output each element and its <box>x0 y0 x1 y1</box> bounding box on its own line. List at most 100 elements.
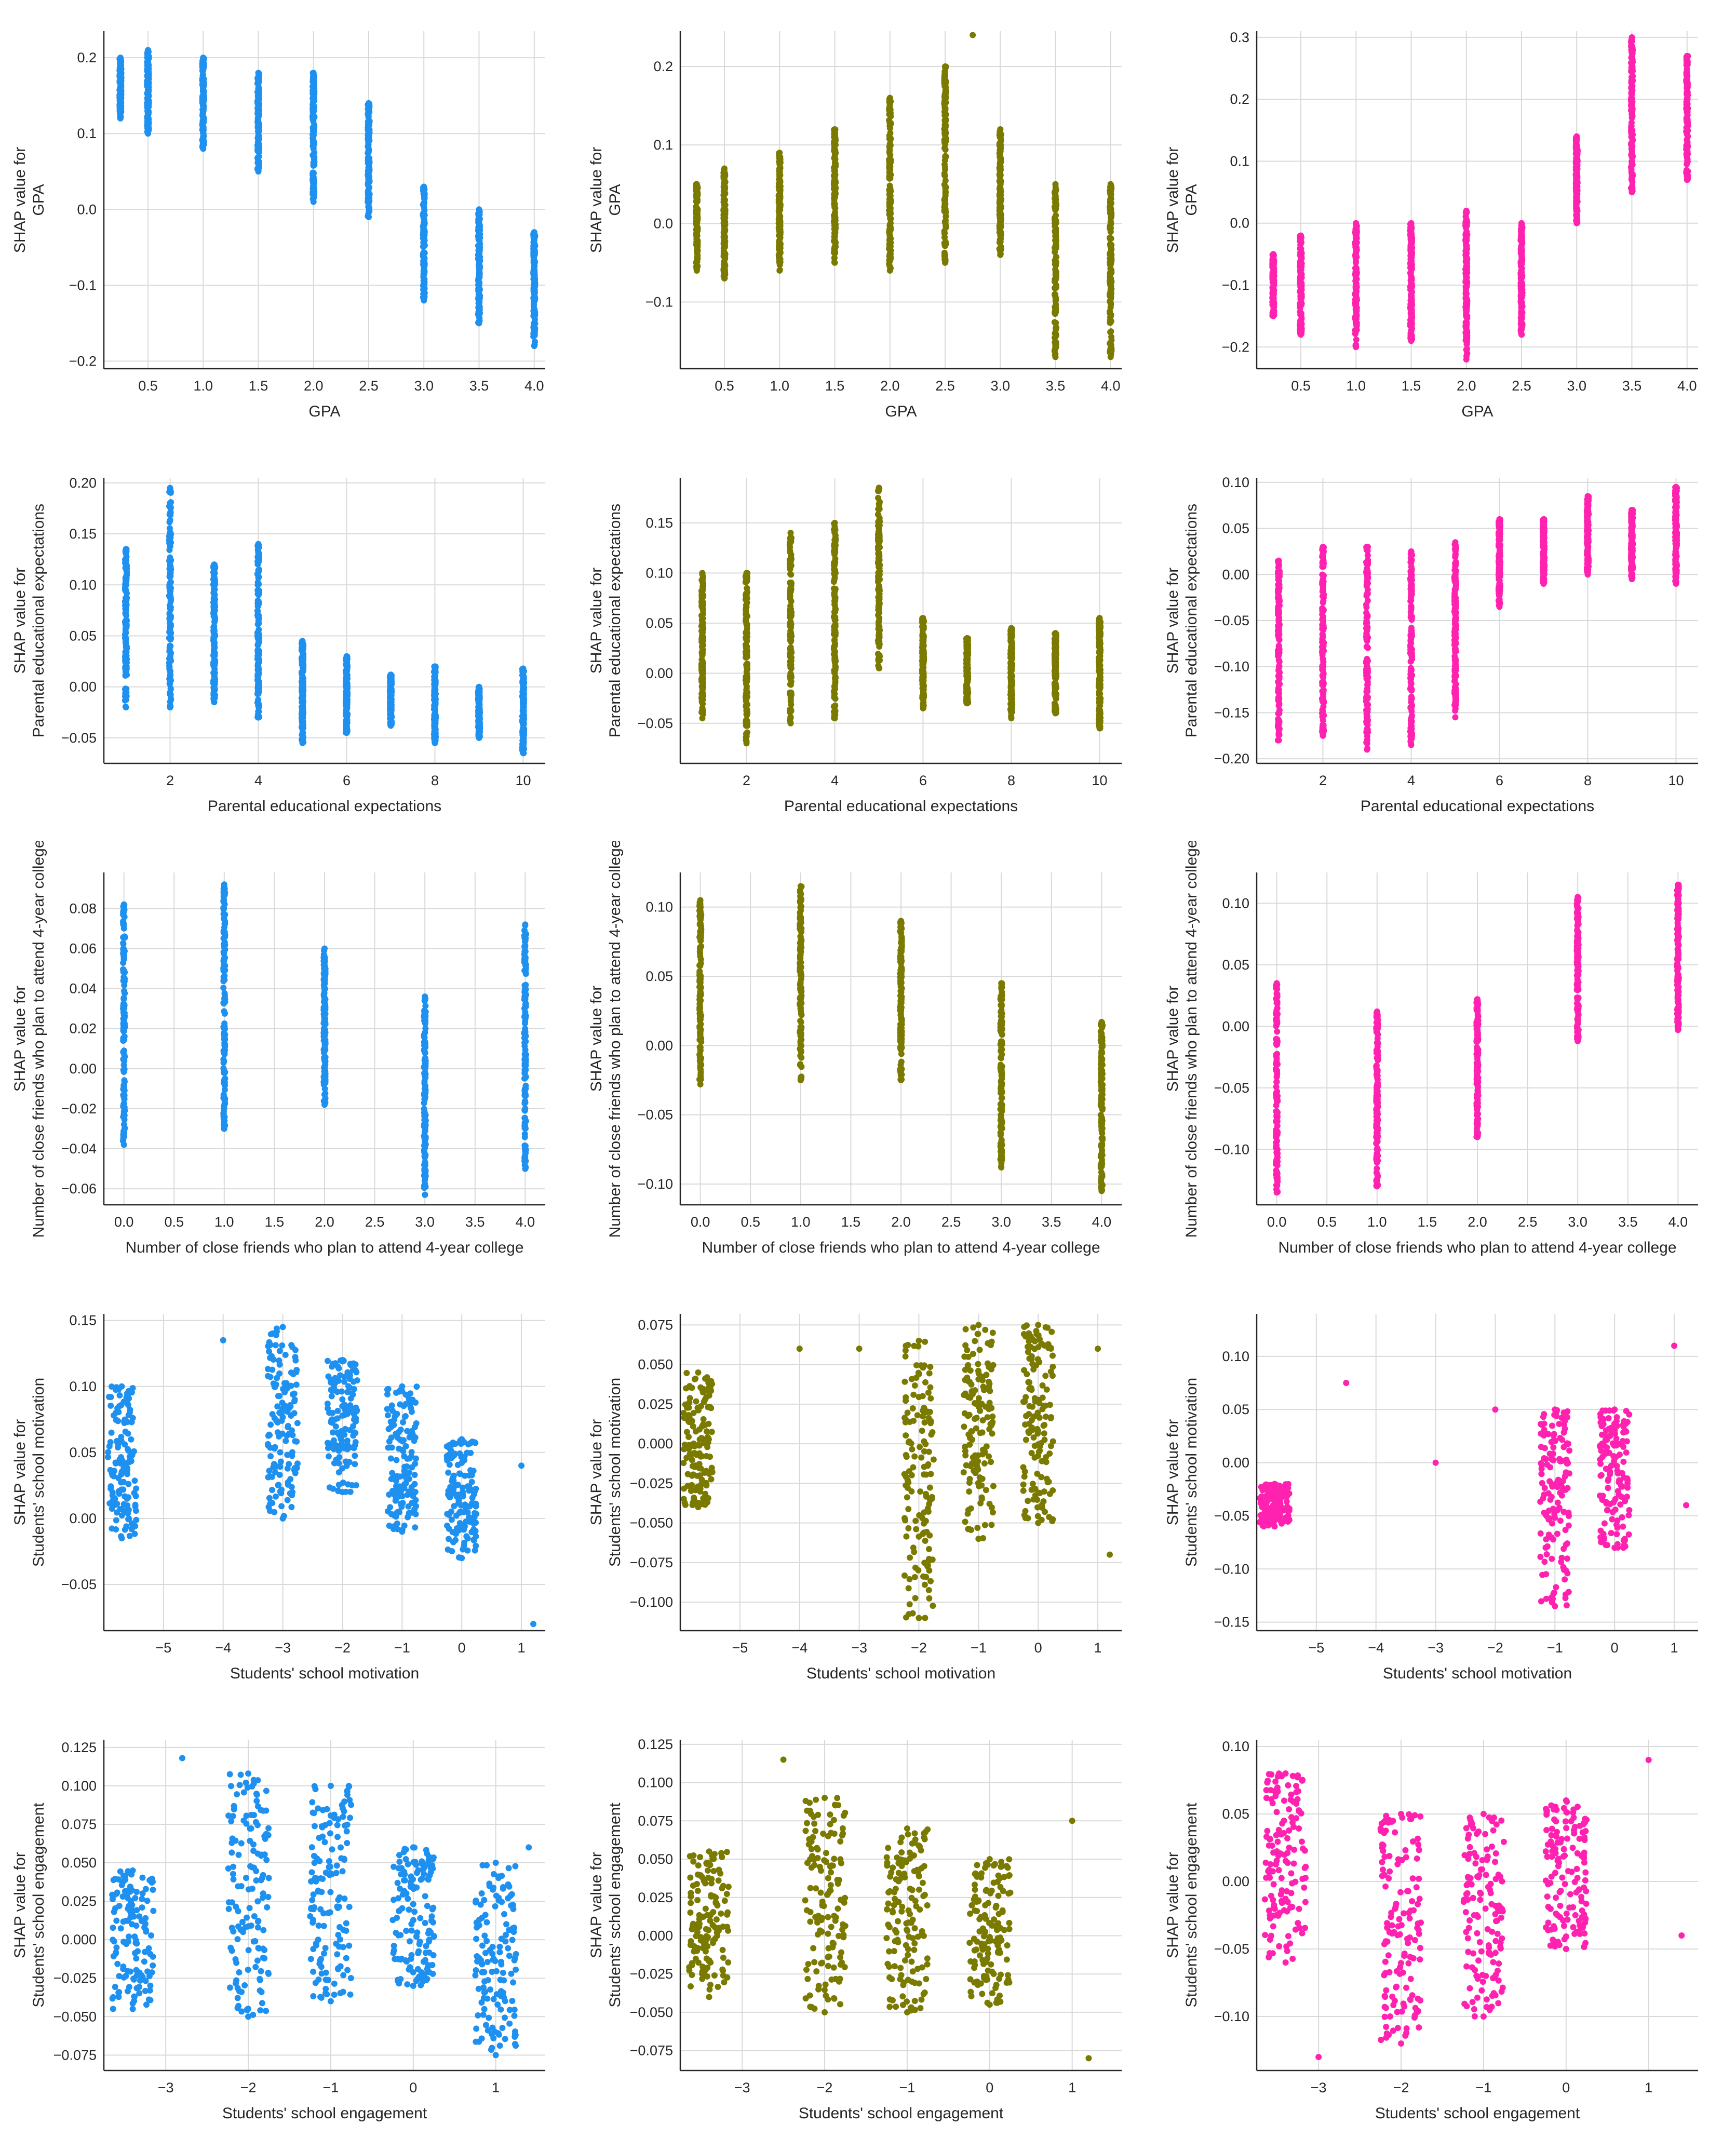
data-point <box>365 137 371 143</box>
data-point <box>1298 273 1304 279</box>
data-point <box>365 122 371 128</box>
data-point <box>1052 278 1058 285</box>
data-point <box>997 167 1003 173</box>
scatter-series <box>122 485 527 757</box>
data-point <box>1684 137 1690 143</box>
data-point <box>311 108 317 114</box>
data-point <box>199 144 206 150</box>
x-tick-label: 4.0 <box>1677 378 1697 394</box>
data-point <box>1463 224 1469 230</box>
data-point <box>1629 153 1635 159</box>
data-point <box>145 73 152 79</box>
data-point <box>123 654 129 661</box>
data-point <box>832 192 838 198</box>
data-point <box>211 564 217 570</box>
scatter-series <box>693 32 1114 360</box>
data-point <box>997 211 1003 218</box>
data-point <box>1298 266 1304 273</box>
data-point <box>1685 144 1691 151</box>
data-point <box>1052 181 1058 187</box>
data-point <box>943 154 949 160</box>
data-point <box>168 685 174 692</box>
data-point <box>532 328 538 334</box>
data-point <box>144 65 151 71</box>
y-tick-label: 0.0 <box>77 201 97 217</box>
data-point <box>388 720 395 727</box>
data-point <box>300 650 306 656</box>
data-point <box>1518 301 1525 307</box>
data-point <box>1684 91 1690 97</box>
data-point <box>1053 270 1059 276</box>
data-point <box>694 259 700 265</box>
data-point <box>256 87 262 93</box>
data-point <box>777 223 783 230</box>
data-point <box>1685 105 1691 112</box>
data-point <box>943 63 949 70</box>
data-point <box>310 138 316 144</box>
data-point <box>210 680 217 686</box>
data-point <box>721 212 728 219</box>
data-point <box>722 244 728 250</box>
data-point <box>1684 70 1690 76</box>
data-point <box>167 509 173 515</box>
data-point <box>832 159 838 166</box>
data-point <box>1052 285 1058 291</box>
data-point <box>694 266 700 273</box>
data-point <box>942 138 948 144</box>
data-point <box>300 687 306 693</box>
data-point <box>255 168 262 174</box>
data-point <box>200 101 206 107</box>
data-point <box>1107 273 1113 279</box>
data-point <box>942 130 948 137</box>
data-point <box>1519 256 1525 262</box>
data-point <box>1574 152 1580 158</box>
data-point <box>254 543 261 549</box>
data-point <box>311 129 317 135</box>
data-point <box>832 240 839 246</box>
data-point <box>168 567 174 573</box>
x-tick-label: 2.5 <box>935 378 955 394</box>
data-point <box>532 243 538 249</box>
data-point <box>255 696 261 703</box>
data-point <box>300 700 306 706</box>
data-point <box>1108 348 1114 354</box>
data-point <box>693 198 699 205</box>
data-point <box>887 225 894 232</box>
data-point <box>300 706 306 712</box>
data-point <box>123 622 129 628</box>
data-point <box>344 663 350 669</box>
data-point <box>366 209 372 216</box>
data-point <box>420 185 426 191</box>
x-tick-label: 4.0 <box>1101 378 1121 394</box>
data-point <box>943 257 949 263</box>
data-point <box>1408 226 1414 232</box>
data-point <box>1409 320 1415 327</box>
data-point <box>256 587 262 594</box>
data-point <box>1354 297 1360 303</box>
data-point <box>1629 77 1635 83</box>
data-point <box>943 87 949 93</box>
data-point <box>1574 178 1580 184</box>
data-point <box>201 82 207 88</box>
data-point <box>476 290 482 296</box>
data-point <box>1407 335 1414 341</box>
data-point <box>1270 262 1276 268</box>
data-point <box>117 110 123 116</box>
data-point <box>365 171 371 178</box>
data-point <box>1685 156 1691 163</box>
data-point <box>255 621 261 627</box>
y-tick-label: −0.1 <box>1222 277 1249 293</box>
data-point <box>1298 280 1304 287</box>
data-point <box>1353 343 1359 349</box>
y-axis-label-line-1: SHAP value for <box>588 147 605 253</box>
data-point <box>299 679 305 685</box>
data-point <box>693 181 699 187</box>
data-point <box>1353 229 1359 235</box>
data-point <box>1409 235 1415 241</box>
data-point <box>211 602 217 608</box>
data-point <box>1270 295 1276 301</box>
data-point <box>1464 209 1470 216</box>
data-point <box>694 217 700 223</box>
data-point <box>722 238 728 245</box>
